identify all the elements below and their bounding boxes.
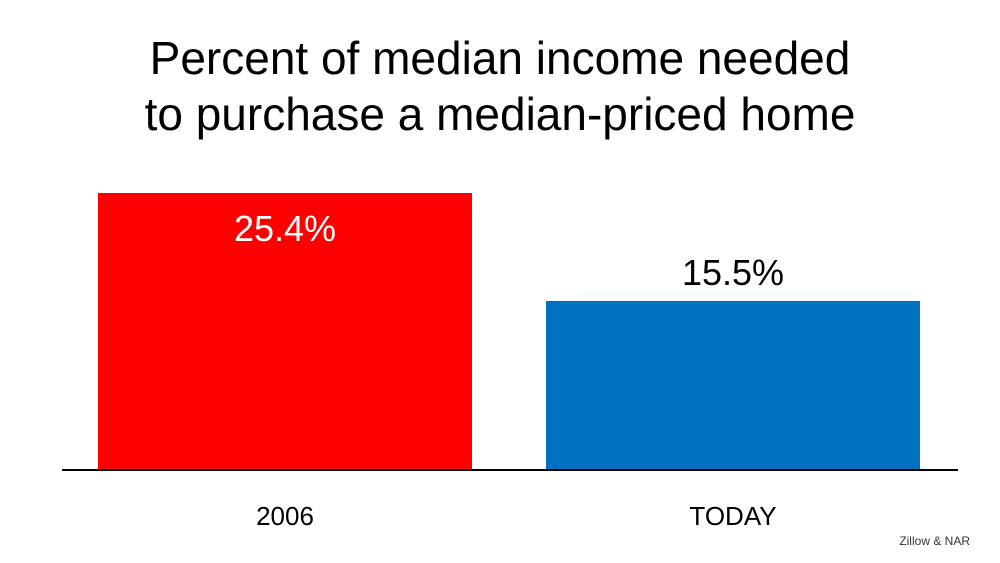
source-credit: Zillow & NAR (899, 534, 970, 548)
chart-title: Percent of median income needed to purch… (0, 30, 1000, 142)
labels-layer: 25.4% 2006 15.5% TODAY (234, 208, 784, 531)
bars-layer (98, 193, 920, 470)
bar-2006 (98, 193, 472, 470)
category-label-2006: 2006 (256, 501, 314, 531)
category-label-today: TODAY (689, 501, 776, 531)
value-label-2006: 25.4% (234, 208, 336, 249)
chart-title-line-2: to purchase a median-priced home (144, 88, 856, 140)
value-label-today: 15.5% (682, 252, 784, 293)
chart-title-line-1: Percent of median income needed (149, 32, 851, 84)
bar-today (546, 300, 920, 470)
